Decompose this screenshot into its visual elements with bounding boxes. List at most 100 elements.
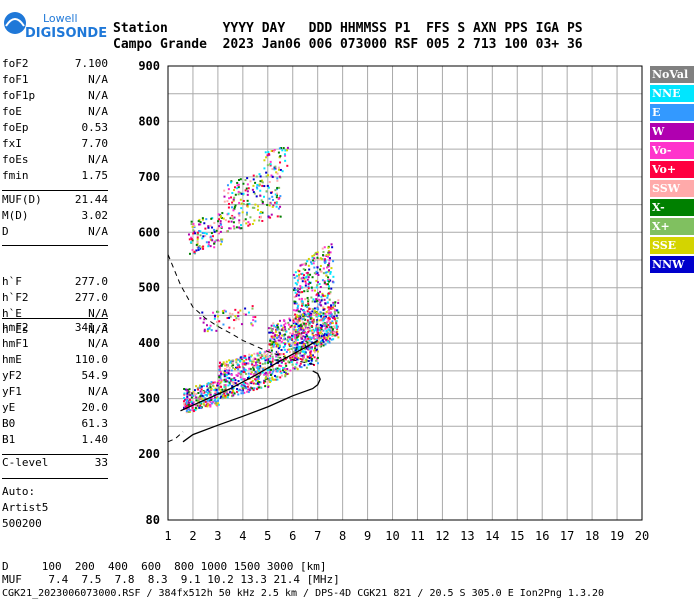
echo-point (200, 392, 203, 395)
echo-point (296, 336, 299, 339)
echo-point (207, 403, 210, 406)
echo-point (223, 362, 226, 365)
echo-point (261, 362, 264, 365)
echo-point (202, 247, 205, 250)
echo-point (252, 316, 255, 319)
param-name: hmF2 (2, 321, 29, 334)
echo-point (233, 368, 236, 371)
echo-point (259, 215, 262, 218)
echo-point (270, 352, 273, 355)
echo-point (275, 188, 278, 191)
echo-point (244, 313, 247, 316)
echo-point (207, 226, 210, 229)
echo-point (240, 378, 243, 381)
echo-point (219, 377, 222, 380)
echo-point (335, 309, 338, 312)
echo-point (301, 272, 304, 275)
echo-point (266, 203, 269, 206)
echo-point (208, 390, 211, 393)
echo-point (227, 192, 230, 195)
echo-point (244, 355, 247, 358)
echo-point (242, 369, 245, 372)
echo-point (187, 410, 190, 413)
echo-point (330, 304, 333, 307)
echo-point (276, 328, 279, 331)
echo-point (310, 354, 313, 357)
echo-point (248, 353, 251, 356)
echo-point (228, 202, 231, 205)
echo-point (238, 214, 241, 217)
echo-point (256, 183, 259, 186)
echo-point (321, 332, 324, 335)
echo-point (310, 316, 313, 319)
echo-point (238, 226, 241, 229)
echo-point (266, 184, 269, 187)
x-tick-label: 7 (314, 529, 321, 543)
echo-point (266, 164, 269, 167)
echo-point (279, 376, 282, 379)
echo-point (194, 408, 197, 411)
echo-point (319, 290, 322, 293)
echo-point (283, 153, 286, 156)
echo-point (323, 308, 326, 311)
echo-point (213, 381, 216, 384)
echo-point (274, 359, 277, 362)
echo-point (211, 226, 214, 229)
echo-point (227, 372, 230, 375)
echo-point (283, 371, 286, 374)
echo-point (313, 330, 316, 333)
echo-point (207, 243, 210, 246)
echo-point (329, 311, 332, 314)
param-row: hmF1 N/A (2, 336, 108, 352)
echo-point (259, 365, 262, 368)
echo-point (224, 219, 227, 222)
echo-point (277, 345, 280, 348)
echo-point (333, 325, 336, 328)
echo-point (241, 211, 244, 214)
echo-point (305, 347, 308, 350)
echo-point (321, 338, 324, 341)
echo-point (328, 251, 331, 254)
echo-point (209, 403, 212, 406)
param-value: 277.0 (74, 291, 108, 304)
echo-point (215, 388, 218, 391)
echo-point (240, 192, 243, 195)
echo-point (187, 233, 190, 236)
param-value: 61.3 (81, 417, 109, 430)
echo-point (303, 352, 306, 355)
echo-point (287, 323, 290, 326)
x-tick-label: 5 (264, 529, 271, 543)
echo-point (314, 272, 317, 275)
echo-point (225, 373, 228, 376)
legend-item: SSE (650, 237, 694, 254)
param-name: yF1 (2, 385, 22, 398)
echo-point (191, 392, 194, 395)
echo-point (321, 340, 324, 343)
echo-point (248, 367, 251, 370)
echo-point (296, 358, 299, 361)
echo-point (296, 290, 299, 293)
echo-point (300, 366, 303, 369)
param-row: hmE 110.0 (2, 352, 108, 368)
echo-point (316, 325, 319, 328)
echo-point (257, 375, 260, 378)
echo-point (243, 391, 246, 394)
echo-point (330, 326, 333, 329)
echo-point (294, 341, 297, 344)
echo-point (216, 324, 219, 327)
echo-point (287, 321, 290, 324)
echo-point (327, 310, 330, 313)
echo-point (282, 353, 285, 356)
echo-point (276, 343, 279, 346)
echo-point (294, 309, 297, 312)
echo-point (268, 181, 271, 184)
legend-item: NNE (650, 85, 694, 102)
echo-point (333, 307, 336, 310)
echo-point (233, 377, 236, 380)
echo-point (227, 212, 230, 215)
echo-point (233, 206, 236, 209)
echo-point (259, 356, 262, 359)
echo-point (270, 335, 273, 338)
echo-point (274, 167, 277, 170)
echo-point (192, 250, 195, 253)
